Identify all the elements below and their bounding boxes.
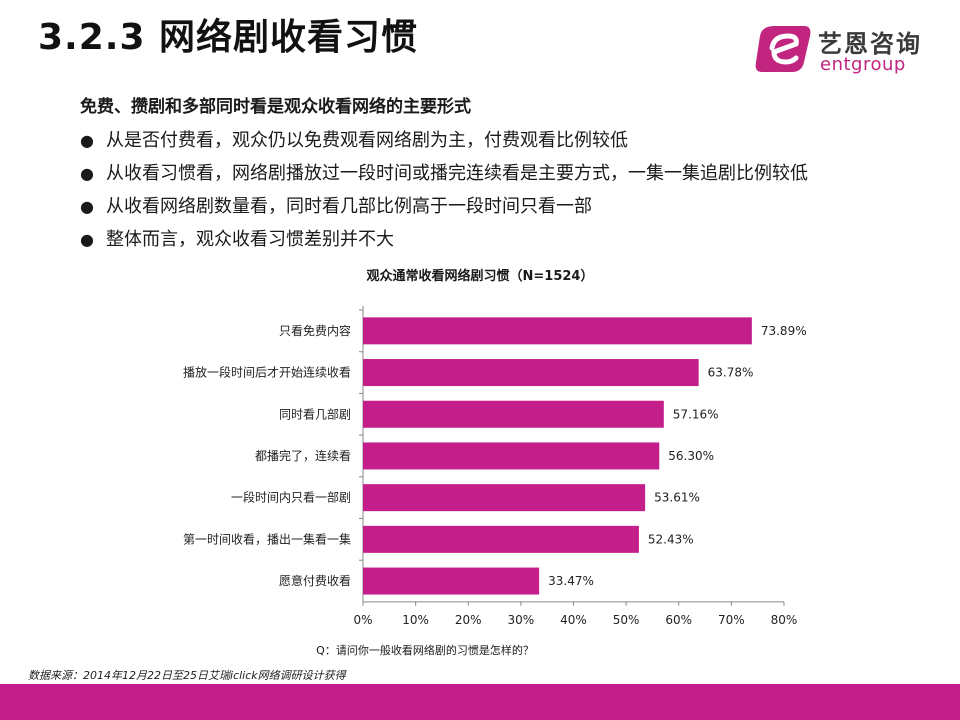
- x-tick-label: 30%: [508, 613, 535, 627]
- bullet-text: 从收看网络剧数量看，同时看几部比例高于一段时间只看一部: [106, 196, 592, 217]
- survey-question: Q：请问你一般收看网络剧的习惯是怎样的？: [316, 644, 534, 657]
- category-label: 愿意付费收看: [279, 573, 351, 588]
- data-label: 53.61%: [654, 491, 700, 505]
- bar: [363, 484, 646, 512]
- bar: [363, 442, 660, 470]
- bar: [363, 317, 752, 345]
- data-label: 57.16%: [673, 407, 719, 421]
- category-label: 只看免费内容: [279, 323, 351, 338]
- category-label: 第一时间收看，播出一集看一集: [183, 531, 351, 546]
- bar: [363, 400, 664, 428]
- summary-headline: 免费、攒剧和多部同时看是观众收看网络的主要形式: [80, 97, 471, 117]
- list-item: ● 从是否付费看，观众仍以免费观看网络剧为主，付费观看比例较低: [80, 124, 808, 157]
- x-tick-label: 10%: [402, 613, 429, 627]
- entgroup-logo-icon: [755, 26, 811, 72]
- bar: [363, 359, 699, 387]
- bullet-text: 整体而言，观众收看习惯差别并不大: [106, 229, 394, 250]
- bullet-dot-icon: ●: [80, 131, 94, 150]
- x-tick-label: 20%: [455, 613, 482, 627]
- bar-chart: 只看免费内容 73.89% 播放一段时间后才开始连续收看 63.78% 同时看几部剧 57…: [183, 306, 807, 627]
- logo-english-name: entgroup: [820, 54, 906, 75]
- footer-bar: [0, 684, 960, 720]
- x-tick-label: 60%: [665, 613, 692, 627]
- x-tick-label: 0%: [353, 613, 372, 627]
- category-label: 都播完了，连续看: [255, 448, 351, 463]
- bullet-text: 从是否付费看，观众仍以免费观看网络剧为主，付费观看比例较低: [106, 130, 628, 151]
- data-label: 73.89%: [761, 324, 807, 338]
- bullet-text: 从收看习惯看，网络剧播放过一段时间或播完连续看是主要方式，一集一集追剧比例较低: [106, 163, 808, 184]
- data-label: 56.30%: [668, 449, 714, 463]
- bullet-dot-icon: ●: [80, 230, 94, 249]
- entgroup-logo: 艺恩咨询 entgroup: [752, 20, 942, 80]
- data-label: 52.43%: [648, 532, 694, 546]
- x-tick-label: 40%: [560, 613, 587, 627]
- x-tick-label: 70%: [718, 613, 745, 627]
- x-tick-label: 80%: [771, 613, 798, 627]
- data-label: 33.47%: [548, 574, 594, 588]
- list-item: ● 从收看习惯看，网络剧播放过一段时间或播完连续看是主要方式，一集一集追剧比例较低: [80, 157, 808, 190]
- category-label: 一段时间内只看一部剧: [231, 490, 351, 505]
- summary-bullet-list: ● 从是否付费看，观众仍以免费观看网络剧为主，付费观看比例较低 ● 从收看习惯看，网…: [80, 124, 808, 256]
- x-tick-label: 50%: [613, 613, 640, 627]
- bullet-dot-icon: ●: [80, 197, 94, 216]
- data-label: 63.78%: [708, 366, 754, 380]
- bar: [363, 525, 639, 553]
- bar: [363, 567, 540, 595]
- list-item: ● 从收看网络剧数量看，同时看几部比例高于一段时间只看一部: [80, 190, 808, 223]
- category-label: 播放一段时间后才开始连续收看: [183, 365, 351, 380]
- logo-chinese-name: 艺恩咨询: [818, 30, 922, 58]
- data-source-note: 数据来源：2014年12月22日至25日艾瑞iclick网络调研设计获得: [28, 669, 346, 682]
- page-title: 3.2.3 网络剧收看习惯: [38, 17, 419, 58]
- category-label: 同时看几部剧: [279, 406, 351, 421]
- chart-title: 观众通常收看网络剧习惯（N=1524）: [366, 269, 594, 284]
- list-item: ● 整体而言，观众收看习惯差别并不大: [80, 223, 808, 256]
- bullet-dot-icon: ●: [80, 164, 94, 183]
